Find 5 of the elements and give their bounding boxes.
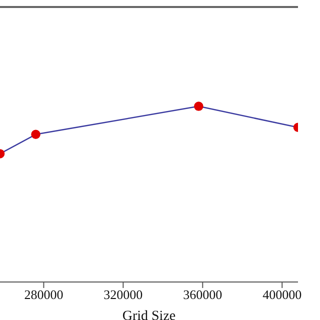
x-tick-label: 360000 bbox=[183, 287, 222, 302]
x-tick-label: 320000 bbox=[104, 287, 143, 302]
x-axis-title: Grid Size bbox=[122, 309, 176, 320]
x-tick-label: 280000 bbox=[24, 287, 64, 302]
x-tick-label: 400000 bbox=[262, 287, 302, 302]
